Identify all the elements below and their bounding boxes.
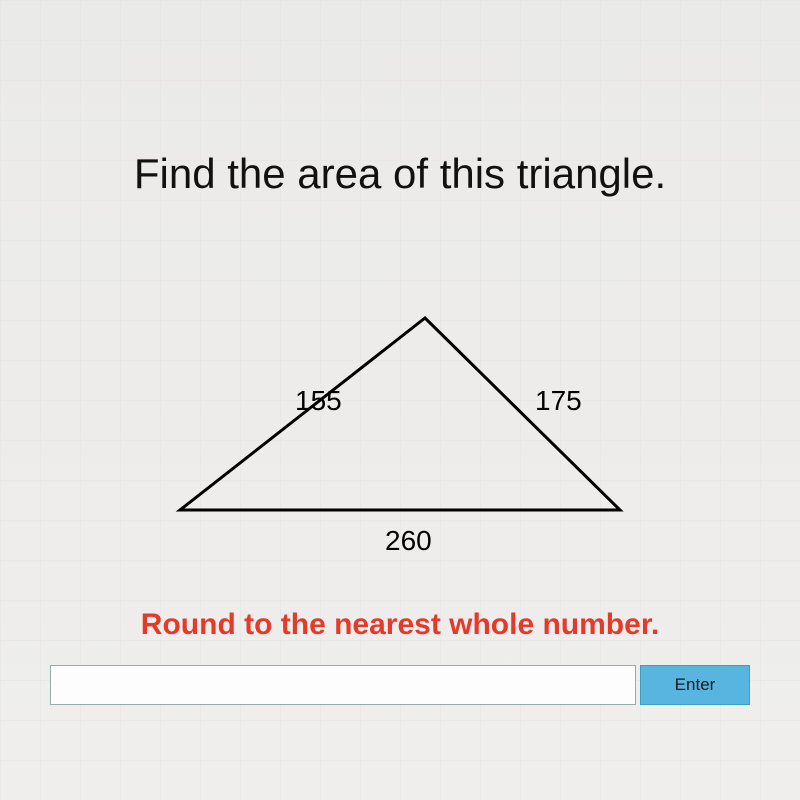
side-label-right: 175 bbox=[535, 385, 582, 417]
triangle-figure: 155 175 260 bbox=[140, 300, 660, 540]
rounding-instructions: Round to the nearest whole number. bbox=[0, 608, 800, 642]
question-prompt: Find the area of this triangle. bbox=[0, 150, 800, 198]
answer-input[interactable] bbox=[50, 665, 636, 705]
side-label-bottom: 260 bbox=[385, 525, 432, 557]
triangle-svg bbox=[140, 300, 660, 540]
answer-row: Enter bbox=[50, 665, 750, 705]
side-label-left: 155 bbox=[295, 385, 342, 417]
enter-button[interactable]: Enter bbox=[640, 665, 750, 705]
